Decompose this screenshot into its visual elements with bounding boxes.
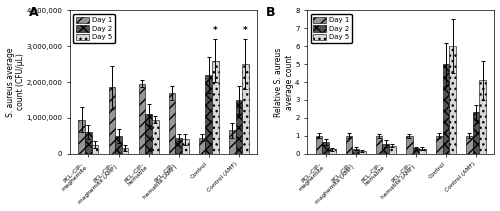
Bar (152, 120, 158, 154)
Bar (480, 80, 486, 154)
Bar (115, 136, 122, 154)
Bar (352, 149, 359, 154)
Bar (146, 114, 152, 154)
Bar (168, 93, 175, 154)
Bar (78, 120, 85, 154)
Y-axis label: S. aureus average
count (CFU/μL): S. aureus average count (CFU/μL) (6, 47, 25, 117)
Bar (182, 139, 188, 154)
Bar (389, 146, 396, 154)
Text: B: B (266, 6, 276, 19)
Bar (236, 100, 242, 154)
Bar (85, 132, 91, 154)
Bar (436, 136, 442, 154)
Bar (242, 64, 249, 154)
Text: *: * (213, 27, 218, 35)
Bar (212, 61, 218, 154)
Legend: Day 1, Day 2, Day 5: Day 1, Day 2, Day 5 (310, 14, 352, 43)
Bar (322, 142, 329, 154)
Bar (419, 149, 426, 154)
Y-axis label: Relative S. aureus
average count: Relative S. aureus average count (274, 47, 293, 117)
Bar (329, 149, 336, 154)
Text: A: A (29, 6, 38, 19)
Bar (449, 46, 456, 154)
Bar (472, 112, 480, 154)
Bar (206, 75, 212, 154)
Legend: Day 1, Day 2, Day 5: Day 1, Day 2, Day 5 (74, 14, 114, 43)
Bar (199, 138, 205, 154)
Bar (176, 138, 182, 154)
Bar (138, 84, 145, 154)
Bar (229, 130, 235, 154)
Bar (376, 136, 382, 154)
Bar (108, 87, 115, 154)
Bar (359, 151, 366, 154)
Bar (412, 148, 419, 154)
Bar (122, 148, 128, 154)
Bar (346, 136, 352, 154)
Text: *: * (243, 27, 248, 35)
Bar (442, 64, 449, 154)
Bar (92, 145, 98, 154)
Bar (382, 144, 389, 154)
Bar (466, 136, 472, 154)
Bar (316, 136, 322, 154)
Bar (406, 136, 412, 154)
